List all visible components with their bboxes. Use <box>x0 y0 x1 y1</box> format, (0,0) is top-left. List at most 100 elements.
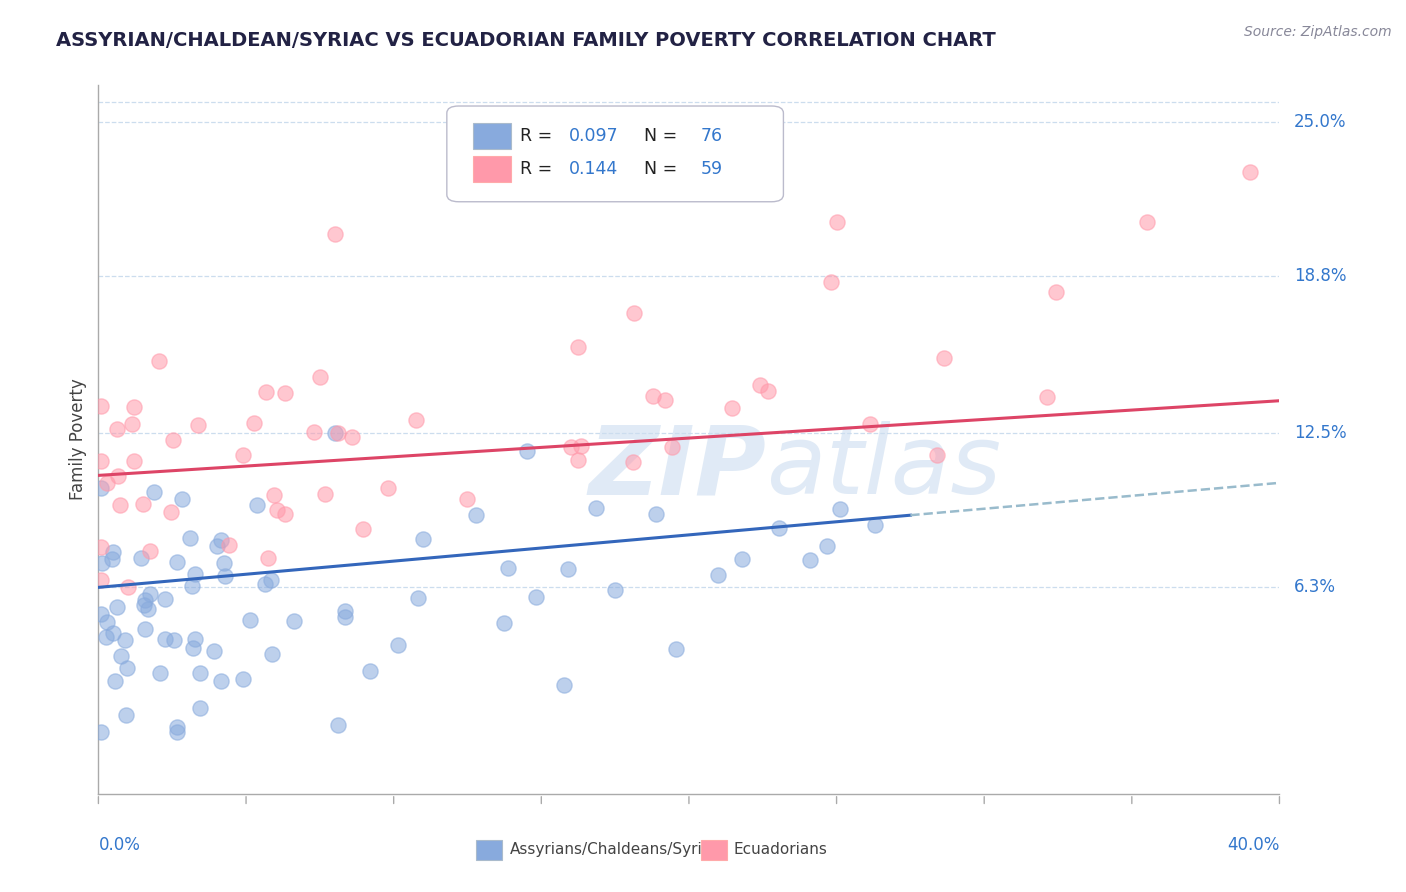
Point <box>340 430 363 444</box>
Point <box>129 551 152 566</box>
Point <box>516 443 538 458</box>
Point <box>323 227 346 241</box>
Point <box>266 502 288 516</box>
Point <box>246 498 269 512</box>
Point <box>242 416 264 430</box>
Text: Ecuadorians: Ecuadorians <box>734 842 828 857</box>
Point <box>148 353 170 368</box>
Point <box>90 607 112 622</box>
Text: N =: N = <box>634 161 683 178</box>
Point <box>138 587 160 601</box>
Point <box>149 666 172 681</box>
Point <box>665 642 688 657</box>
Point <box>314 487 336 501</box>
Point <box>274 507 297 521</box>
Point <box>283 614 305 628</box>
Point <box>333 604 356 618</box>
Point <box>183 641 205 656</box>
Text: R =: R = <box>520 161 558 178</box>
Point <box>925 449 948 463</box>
Point <box>585 500 607 515</box>
Point <box>721 401 744 415</box>
Point <box>571 438 593 452</box>
Point <box>90 399 112 413</box>
Point <box>333 610 356 624</box>
Point <box>749 378 772 392</box>
Point <box>162 433 184 447</box>
Point <box>163 632 186 647</box>
Point <box>253 577 276 591</box>
Point <box>138 601 160 615</box>
Point <box>207 539 229 553</box>
Point <box>190 666 212 681</box>
Point <box>560 440 582 454</box>
Point <box>621 455 644 469</box>
Y-axis label: Family Poverty: Family Poverty <box>69 378 87 500</box>
Point <box>209 673 232 688</box>
Point <box>96 475 118 490</box>
Point <box>202 643 225 657</box>
Point <box>96 615 118 630</box>
Point <box>159 505 181 519</box>
Point <box>187 418 209 433</box>
Point <box>815 539 838 553</box>
Point <box>170 492 193 507</box>
Point <box>328 718 350 732</box>
Point <box>90 481 112 495</box>
Point <box>492 616 515 631</box>
Point <box>134 622 156 636</box>
Point <box>110 648 132 663</box>
Point <box>132 497 155 511</box>
Point <box>758 384 780 399</box>
Point <box>661 440 683 454</box>
Point <box>1136 214 1159 228</box>
Point <box>465 508 488 522</box>
Point <box>524 590 547 604</box>
Text: 6.3%: 6.3% <box>1294 578 1336 597</box>
Point <box>218 538 240 552</box>
Point <box>132 598 155 612</box>
Point <box>257 551 280 566</box>
Point <box>623 305 645 319</box>
Point <box>101 545 124 559</box>
Text: 0.0%: 0.0% <box>98 837 141 855</box>
Text: N =: N = <box>634 127 683 145</box>
Point <box>115 708 138 723</box>
Point <box>124 454 146 468</box>
Point <box>553 678 575 692</box>
Point <box>412 532 434 546</box>
FancyBboxPatch shape <box>477 840 502 860</box>
Point <box>557 562 579 576</box>
Text: 18.8%: 18.8% <box>1294 268 1346 285</box>
Text: R =: R = <box>520 127 558 145</box>
Text: Assyrians/Chaldeans/Syriacs: Assyrians/Chaldeans/Syriacs <box>509 842 728 857</box>
Point <box>90 724 112 739</box>
Point <box>1045 285 1067 299</box>
Point <box>117 661 139 675</box>
Point <box>180 579 202 593</box>
Point <box>254 385 277 400</box>
Point <box>103 626 125 640</box>
Point <box>406 591 429 605</box>
Point <box>114 632 136 647</box>
Point <box>863 518 886 533</box>
Point <box>108 498 131 512</box>
Point <box>155 592 177 607</box>
Point <box>567 340 589 354</box>
Point <box>107 422 129 436</box>
Point <box>214 568 236 582</box>
Point <box>139 544 162 558</box>
Point <box>456 491 478 506</box>
Point <box>91 557 114 571</box>
Point <box>183 632 205 646</box>
Point <box>262 647 284 661</box>
Point <box>107 468 129 483</box>
Point <box>359 664 381 678</box>
Point <box>643 389 665 403</box>
Point <box>179 532 201 546</box>
Point <box>209 533 232 548</box>
Text: 76: 76 <box>700 127 723 145</box>
FancyBboxPatch shape <box>447 106 783 202</box>
Point <box>496 561 519 575</box>
Point <box>471 185 494 199</box>
